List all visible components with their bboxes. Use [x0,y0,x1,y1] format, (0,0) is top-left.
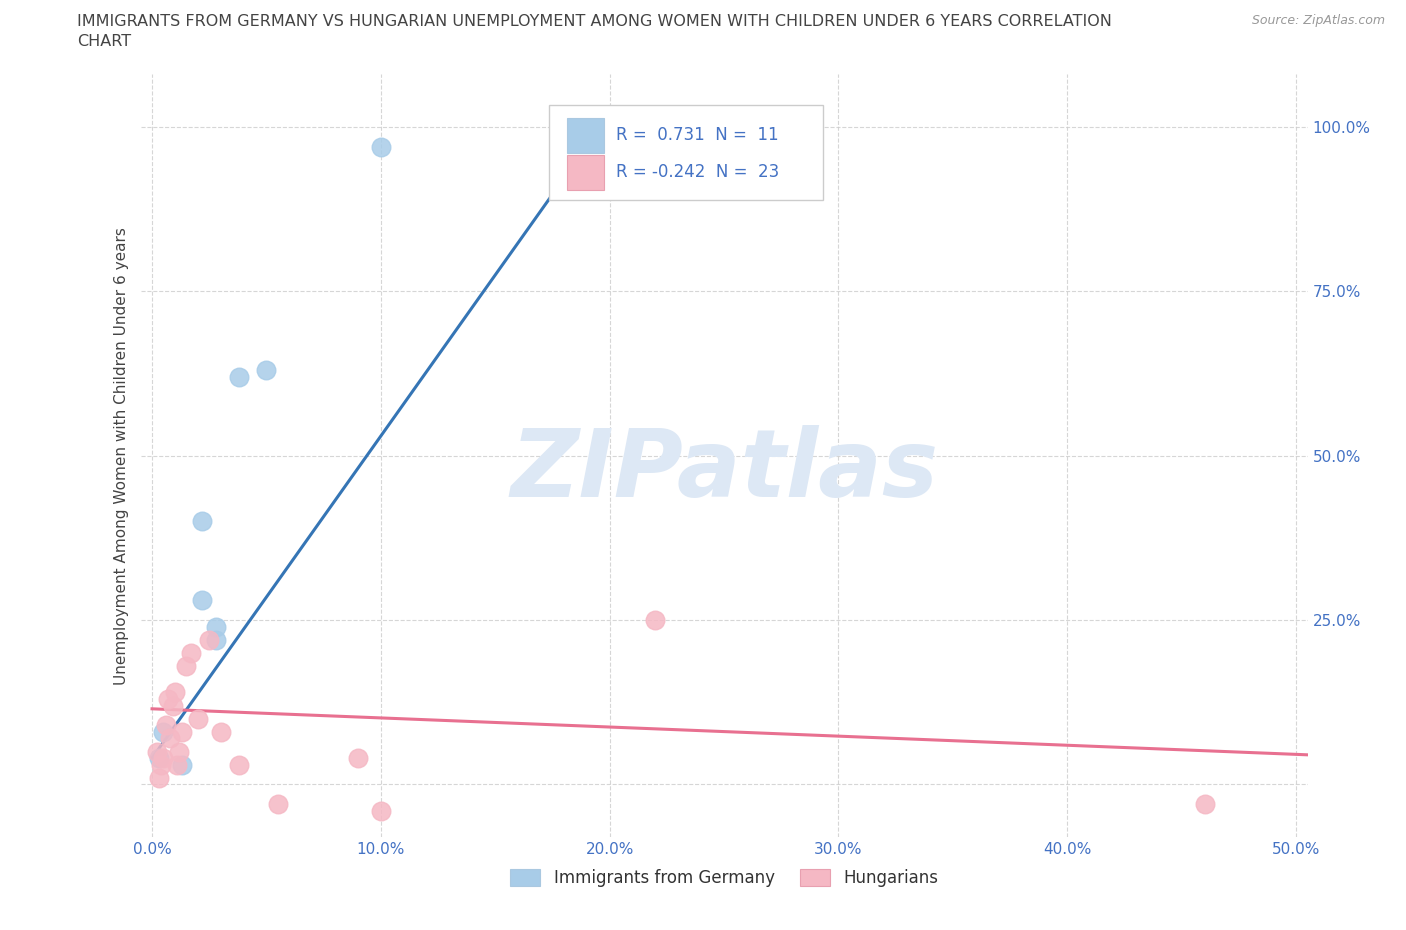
Text: CHART: CHART [77,34,131,49]
FancyBboxPatch shape [548,105,824,200]
Point [148,770,170,785]
Text: ZIPatlas: ZIPatlas [510,425,938,517]
Point [145,744,167,759]
Point [228,757,250,772]
Point [166,757,188,772]
Point [1194,797,1216,812]
Point [162,698,184,713]
Point [157,692,180,707]
Point [209,724,232,739]
Point [191,514,214,529]
Point [205,619,228,634]
Point [267,797,290,812]
Point [159,731,181,746]
Text: IMMIGRANTS FROM GERMANY VS HUNGARIAN UNEMPLOYMENT AMONG WOMEN WITH CHILDREN UNDE: IMMIGRANTS FROM GERMANY VS HUNGARIAN UNE… [77,14,1112,29]
Point [148,751,170,765]
Point [187,711,209,726]
Point [163,684,186,699]
Point [198,632,221,647]
Point [205,632,228,647]
Legend: Immigrants from Germany, Hungarians: Immigrants from Germany, Hungarians [503,862,945,894]
Text: Source: ZipAtlas.com: Source: ZipAtlas.com [1251,14,1385,27]
Text: R = -0.242  N =  23: R = -0.242 N = 23 [616,163,779,181]
Point [370,140,392,154]
Point [169,744,191,759]
Point [170,724,193,739]
Point [256,363,278,378]
Point [150,757,173,772]
Point [176,658,198,673]
Point [152,724,174,739]
Point [553,140,575,154]
Point [191,593,214,608]
Point [347,751,370,765]
FancyBboxPatch shape [567,155,605,191]
Point [170,757,193,772]
Point [152,751,174,765]
Y-axis label: Unemployment Among Women with Children Under 6 years: Unemployment Among Women with Children U… [114,227,129,684]
Text: R =  0.731  N =  11: R = 0.731 N = 11 [616,126,778,143]
FancyBboxPatch shape [567,118,605,153]
Point [155,718,177,733]
Point [644,613,666,628]
Point [180,645,202,660]
Point [370,804,392,818]
Point [228,369,250,384]
